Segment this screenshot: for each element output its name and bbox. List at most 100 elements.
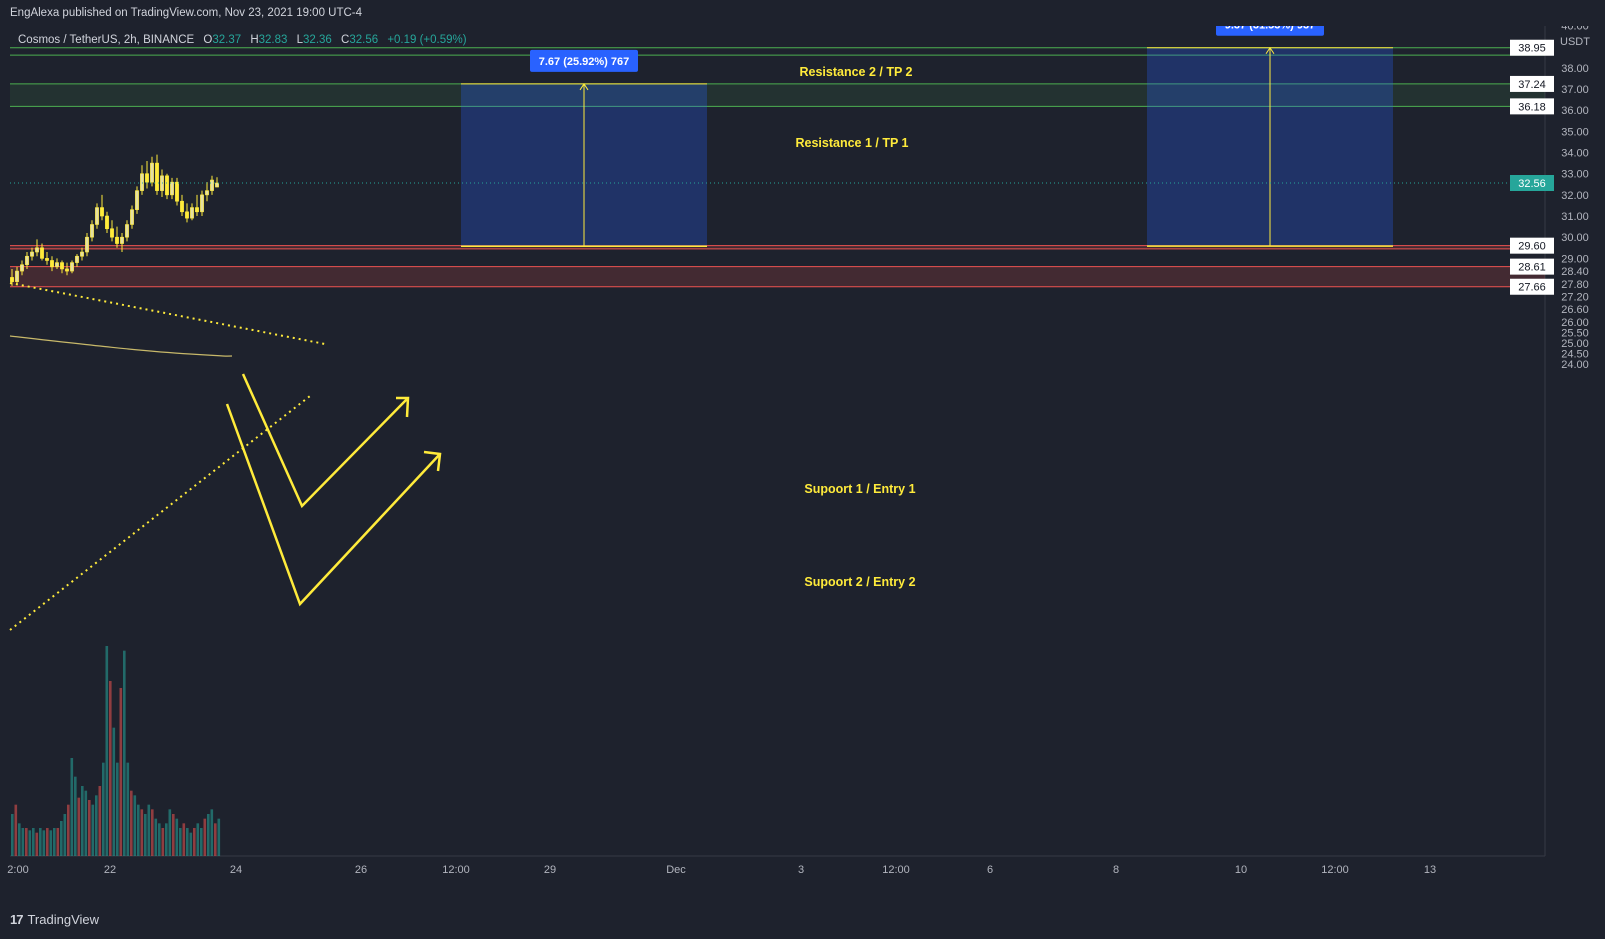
low-label: L (296, 34, 304, 46)
candle-body (150, 162, 154, 183)
price-label-box (1510, 237, 1554, 254)
price-label-box (1510, 39, 1554, 56)
volume-bar (84, 790, 88, 856)
candle-body (185, 211, 189, 219)
scenario-path-2[interactable] (225, 403, 441, 607)
volume-bar (140, 809, 144, 856)
candle-body (170, 181, 174, 196)
candles-layer (10, 154, 219, 286)
price-tick-label: 25.50 (1561, 327, 1589, 339)
candle-body (50, 260, 54, 268)
price-tick-label: 38.00 (1561, 63, 1589, 75)
volume-bar (25, 828, 28, 856)
candle-body (120, 236, 124, 244)
volume-bar (210, 809, 214, 856)
time-tick-label: 29 (544, 864, 556, 876)
time-tick-label: Dec (666, 864, 686, 876)
volume-bar (203, 818, 207, 856)
volume-bar (123, 650, 126, 856)
price-label-box (1510, 75, 1554, 92)
volume-bar (200, 828, 203, 856)
candle-body (200, 194, 204, 213)
zones-layer: Resistance 2 / TP 2 Resistance 1 / TP 1 Su… (10, 47, 1545, 589)
price-tick-label: 33.00 (1561, 169, 1589, 181)
low-value: 32.36 (303, 34, 332, 46)
last-price-label-box (1510, 175, 1554, 192)
volume-bar (151, 809, 154, 856)
candle-body (90, 224, 94, 238)
candle-body (205, 190, 209, 196)
footer-bar (0, 904, 1605, 939)
price-chart[interactable]: Resistance 2 / TP 2 Resistance 1 / TP 1 Su… (0, 26, 1605, 904)
price-label-text: 36.18 (1518, 101, 1546, 113)
price-tick-label: 37.00 (1561, 84, 1589, 96)
volume-bar (70, 758, 74, 856)
volume-bar (49, 830, 53, 856)
price-tick-label: 25.00 (1561, 338, 1589, 350)
price-tick-label: 24.50 (1561, 349, 1589, 361)
candle-body (40, 247, 44, 259)
volume-bar (217, 818, 221, 856)
time-tick-label: 12:00 (882, 864, 910, 876)
volume-bar (193, 828, 196, 856)
scenario-arrowhead-2 (423, 450, 442, 472)
time-tick-label: 12:00 (1321, 864, 1349, 876)
candle-body (130, 209, 134, 225)
volume-bar (21, 828, 25, 856)
candle-body (190, 207, 194, 219)
volume-bar (147, 804, 151, 856)
volume-bar (32, 828, 35, 856)
time-tick-label: 10 (1235, 864, 1247, 876)
open-label: O (203, 34, 213, 46)
drawings-layer (9, 282, 442, 631)
scenario-path-1[interactable] (241, 373, 409, 509)
time-tick-label: 6 (987, 864, 993, 876)
volume-bar (18, 823, 21, 856)
moving-average-line (9, 335, 233, 357)
candle-body (145, 173, 149, 183)
volume-bar (144, 814, 147, 856)
volume-bar (91, 804, 95, 856)
candle-body (10, 277, 14, 282)
candle-body (175, 181, 179, 202)
tradingview-logo[interactable]: 17 TradingView (10, 912, 99, 927)
change-value: +0.19 (+0.59%) (387, 34, 467, 46)
symbol-legend[interactable]: Cosmos / TetherUS, 2h, BINANCE O32.37 H3… (18, 34, 467, 46)
volume-bar (74, 776, 77, 856)
price-label-box (1510, 98, 1554, 115)
price-tick-label: 30.00 (1561, 232, 1589, 244)
candle-body (80, 251, 84, 257)
volume-bar (126, 762, 130, 856)
volume-bar (53, 828, 56, 856)
volume-bar (214, 823, 217, 856)
price-tick-label: 27.20 (1561, 291, 1589, 303)
volume-bar (60, 821, 63, 856)
volume-bar (172, 814, 175, 856)
zone-fill (10, 83, 1545, 107)
volume-bar (67, 804, 70, 856)
candle-body (15, 270, 19, 282)
volume-bar (165, 823, 168, 856)
volume-bar (196, 823, 200, 856)
open-value: 32.37 (212, 34, 242, 46)
price-tick-label: 26.00 (1561, 317, 1589, 329)
zone-label: Supoort 2 / Entry 2 (804, 575, 915, 589)
candle-body (75, 255, 79, 263)
candle-body (155, 162, 159, 191)
price-tick-label: 27.80 (1561, 279, 1589, 291)
candle-body (55, 262, 59, 268)
volume-bar (105, 646, 109, 856)
projections-layer: 7.67 (25.92%) 767 9.37 (31.53%) 937 (461, 26, 1393, 248)
volume-bar (35, 832, 39, 856)
price-label-text: 29.60 (1518, 241, 1546, 253)
projection-pill-label: 9.37 (31.53%) 937 (1225, 26, 1316, 32)
candle-body (105, 215, 109, 230)
volume-bar (137, 804, 140, 856)
axes-layer: USDT 40.00 38.00 37.00 36.00 35.00 34.00 33.00 3… (7, 26, 1590, 876)
candle-body (35, 247, 39, 253)
plot-area[interactable] (10, 26, 1545, 856)
volume-bar (154, 818, 158, 856)
symbol-name[interactable]: Cosmos / TetherUS, 2h, BINANCE (18, 34, 195, 46)
tradingview-brand: TradingView (27, 912, 100, 927)
candle-body (45, 258, 49, 261)
